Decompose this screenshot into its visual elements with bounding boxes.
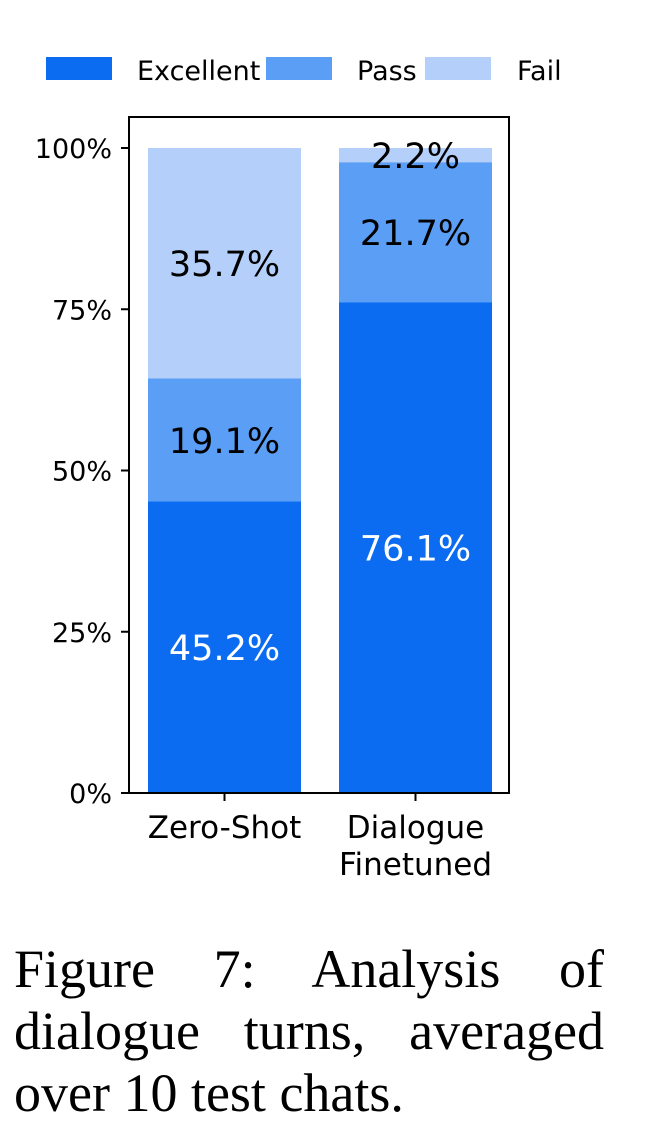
- y-tick-label: 75%: [52, 295, 112, 326]
- bar-pass-0: [148, 378, 301, 502]
- bar-pass-1: [339, 162, 492, 303]
- stacked-bar-chart: Excellent Pass Fail 45.2% 19.1% 35.7% 76.1% 21.…: [35, 56, 562, 883]
- y-tick-label: 50%: [52, 457, 112, 488]
- plot-frame: [128, 116, 510, 794]
- data-label-pass-1: 21.7%: [360, 214, 471, 254]
- y-tick-label: 25%: [52, 618, 112, 649]
- bar-excellent-1: [339, 302, 492, 793]
- figure-caption: Figure 7: Analysis of dialogue turns, av…: [14, 939, 604, 1123]
- legend-swatch-excellent: [46, 57, 112, 80]
- legend-label-pass: Pass: [357, 56, 417, 87]
- bar-fail-0: [148, 148, 301, 379]
- x-tick-label: Dialogue: [347, 810, 484, 846]
- legend-swatch-pass: [266, 57, 332, 80]
- x-tick-label: Finetuned: [339, 847, 492, 883]
- legend-label-excellent: Excellent: [137, 56, 260, 87]
- bar-excellent-0: [148, 501, 301, 793]
- legend-swatch-fail: [425, 57, 491, 80]
- legend-label-fail: Fail: [517, 56, 562, 87]
- data-label-pass-0: 19.1%: [169, 422, 280, 462]
- data-label-fail-0: 35.7%: [169, 245, 280, 285]
- data-label-excellent-1: 76.1%: [360, 530, 471, 570]
- x-tick-label: Zero-Shot: [148, 810, 302, 846]
- y-tick-label: 0%: [69, 779, 112, 810]
- data-label-fail-1: 2.2%: [371, 137, 460, 177]
- bar-fail-1: [339, 148, 492, 163]
- data-label-excellent-0: 45.2%: [169, 629, 280, 669]
- y-tick-label: 100%: [35, 134, 112, 165]
